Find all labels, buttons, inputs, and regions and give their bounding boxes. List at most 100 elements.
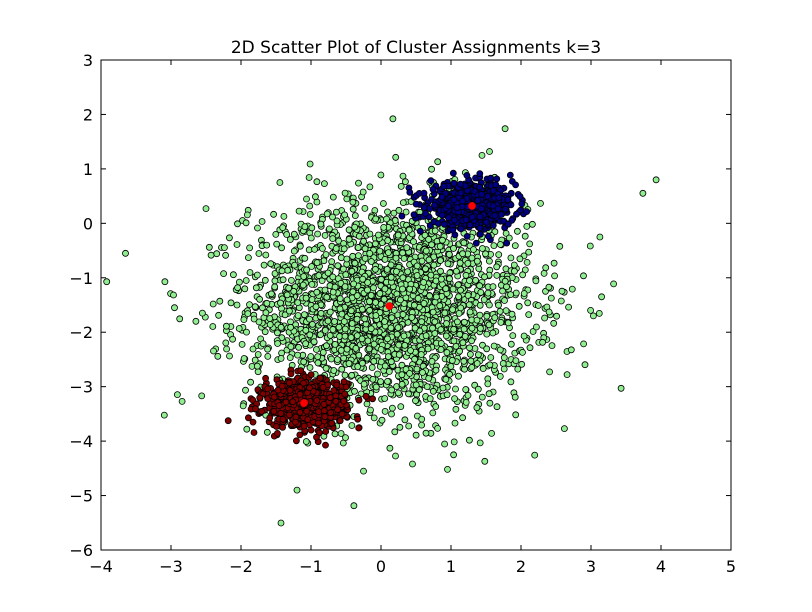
data-point-series-1 <box>567 346 575 354</box>
data-point-series-1 <box>377 275 385 283</box>
data-point-series-1 <box>374 370 381 378</box>
data-point-series-1 <box>446 275 453 283</box>
data-point-series-1 <box>377 358 385 366</box>
data-point-series-1 <box>161 278 169 286</box>
data-point-series-1 <box>226 352 233 360</box>
data-point-series-1 <box>302 326 310 334</box>
data-point-series-1 <box>205 243 213 251</box>
data-point-series-2 <box>466 221 474 229</box>
data-point-series-1 <box>334 262 342 270</box>
data-point-series-1 <box>209 323 217 330</box>
data-point-series-1 <box>467 357 475 365</box>
data-point-series-3 <box>270 393 278 401</box>
data-point-series-2 <box>459 197 466 205</box>
data-point-series-1 <box>418 415 426 423</box>
data-point-series-1 <box>398 371 406 379</box>
data-point-series-1 <box>277 519 285 527</box>
data-point-series-1 <box>596 233 604 241</box>
data-point-series-1 <box>476 324 484 332</box>
data-point-series-1 <box>441 440 449 448</box>
data-point-series-1 <box>432 403 440 411</box>
data-point-series-1 <box>429 308 437 316</box>
data-point-series-2 <box>493 175 501 183</box>
data-point-series-2 <box>518 200 526 208</box>
data-point-series-1 <box>306 160 314 168</box>
data-point-series-1 <box>416 327 424 335</box>
data-point-series-1 <box>385 368 393 375</box>
data-point-series-1 <box>263 428 271 436</box>
data-point-series-1 <box>370 357 378 365</box>
data-point-series-1 <box>399 199 407 207</box>
data-point-series-1 <box>322 342 330 350</box>
data-point-series-1 <box>244 310 252 318</box>
data-point-series-2 <box>463 171 471 179</box>
y-tick-label: 2 <box>83 105 93 124</box>
data-point-series-1 <box>329 235 337 243</box>
data-point-series-1 <box>489 283 497 291</box>
y-tick-label: 3 <box>83 51 93 70</box>
data-point-series-1 <box>240 316 248 324</box>
data-point-series-1 <box>396 296 404 304</box>
data-point-series-1 <box>338 365 346 373</box>
data-point-series-1 <box>287 323 295 331</box>
data-point-series-1 <box>384 237 392 244</box>
data-point-series-2 <box>449 226 457 234</box>
data-point-series-1 <box>267 290 275 298</box>
data-point-series-1 <box>434 158 442 166</box>
data-point-series-1 <box>474 385 482 393</box>
data-point-series-1 <box>468 254 476 262</box>
data-point-series-1 <box>490 242 498 250</box>
data-point-series-1 <box>267 260 275 268</box>
centroid-point <box>300 399 308 407</box>
data-point-series-1 <box>455 309 463 317</box>
data-point-series-2 <box>497 211 505 218</box>
data-point-series-1 <box>445 250 453 258</box>
data-point-series-1 <box>500 365 508 373</box>
data-point-series-1 <box>246 244 254 252</box>
data-point-series-1 <box>312 303 320 311</box>
data-point-series-1 <box>438 236 446 244</box>
data-point-series-1 <box>392 268 400 275</box>
data-point-series-1 <box>249 345 257 353</box>
data-point-series-3 <box>322 441 329 449</box>
data-point-series-1 <box>464 391 472 399</box>
data-point-series-1 <box>387 358 395 366</box>
data-point-series-1 <box>478 245 486 252</box>
data-point-series-1 <box>489 329 497 337</box>
data-point-series-1 <box>348 267 356 275</box>
data-point-series-1 <box>341 211 349 219</box>
data-point-series-3 <box>296 431 304 439</box>
data-point-series-1 <box>307 353 315 360</box>
data-point-series-1 <box>251 303 259 311</box>
data-point-series-1 <box>456 330 464 338</box>
data-point-series-1 <box>473 360 481 367</box>
centroid-point <box>468 202 476 210</box>
data-point-series-1 <box>540 269 548 277</box>
data-point-series-1 <box>372 383 380 391</box>
data-point-series-2 <box>474 196 482 204</box>
data-point-series-1 <box>202 205 210 213</box>
data-point-series-2 <box>484 192 492 200</box>
data-point-series-1 <box>460 318 468 326</box>
data-point-series-1 <box>300 311 308 319</box>
data-point-series-1 <box>453 318 461 326</box>
data-point-series-1 <box>283 291 291 299</box>
data-point-series-1 <box>302 438 310 445</box>
data-point-series-1 <box>349 205 357 213</box>
data-point-series-1 <box>482 250 489 258</box>
data-point-series-1 <box>531 451 539 459</box>
data-point-series-1 <box>351 223 359 231</box>
data-point-series-1 <box>393 330 401 338</box>
data-point-series-1 <box>307 234 315 242</box>
data-point-series-1 <box>350 280 358 288</box>
data-point-series-3 <box>277 409 285 417</box>
data-point-series-1 <box>321 231 329 239</box>
data-point-series-1 <box>563 371 571 379</box>
data-point-series-1 <box>436 257 444 264</box>
data-point-series-2 <box>398 212 406 220</box>
data-point-series-2 <box>516 193 524 200</box>
data-point-series-1 <box>250 315 258 323</box>
data-point-series-2 <box>503 239 511 247</box>
data-point-series-1 <box>223 345 231 353</box>
data-point-series-1 <box>444 465 451 473</box>
